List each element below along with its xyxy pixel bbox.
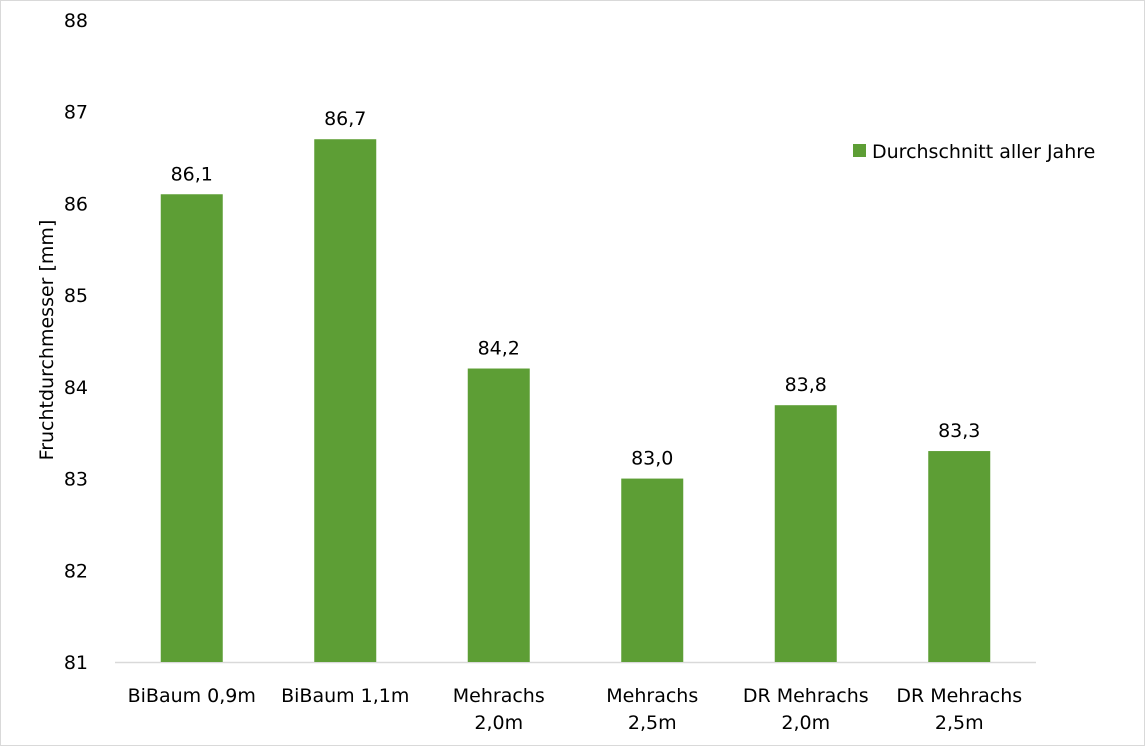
y-tick-label: 87: [64, 102, 88, 124]
y-tick-label: 86: [64, 193, 88, 215]
legend-label: Durchschnitt aller Jahre: [872, 141, 1095, 163]
data-label: 83,8: [785, 374, 827, 396]
x-tick-label: DR Mehrachs 2,5m: [896, 685, 1022, 734]
legend: Durchschnitt aller Jahre: [853, 141, 1095, 163]
bars: [160, 139, 991, 662]
bar: [621, 478, 684, 662]
x-tick-label: BiBaum 1,1m: [281, 685, 409, 707]
bar: [160, 194, 223, 662]
y-axis-ticks: 81 82 83 84 85 86 87 88: [64, 10, 88, 674]
y-tick-label: 81: [64, 652, 88, 674]
bar: [928, 451, 991, 662]
data-labels: 86,1 86,7 84,2 83,0 83,8 83,3: [171, 108, 981, 469]
data-label: 83,3: [938, 420, 980, 442]
y-tick-label: 82: [64, 560, 88, 582]
bar: [467, 368, 530, 662]
y-tick-label: 84: [64, 377, 88, 399]
bar: [774, 405, 837, 662]
y-tick-label: 83: [64, 469, 88, 491]
legend-swatch: [853, 144, 866, 157]
data-label: 86,1: [171, 163, 213, 185]
data-label: 84,2: [478, 338, 520, 360]
x-tick-label: Mehrachs 2,0m: [453, 685, 545, 734]
data-label: 83,0: [631, 448, 673, 470]
y-tick-label: 88: [64, 10, 88, 32]
y-axis-label: Fruchtdurchmesser [mm]: [36, 220, 58, 461]
y-tick-label: 85: [64, 285, 88, 307]
x-axis-ticks: BiBaum 0,9m BiBaum 1,1m Mehrachs 2,0m Mehrac…: [128, 685, 1023, 734]
x-tick-label: BiBaum 0,9m: [128, 685, 256, 707]
x-tick-label: Mehrachs 2,5m: [606, 685, 698, 734]
x-tick-label: DR Mehrachs 2,0m: [743, 685, 869, 734]
data-label: 86,7: [324, 108, 366, 130]
bar: [314, 139, 377, 662]
